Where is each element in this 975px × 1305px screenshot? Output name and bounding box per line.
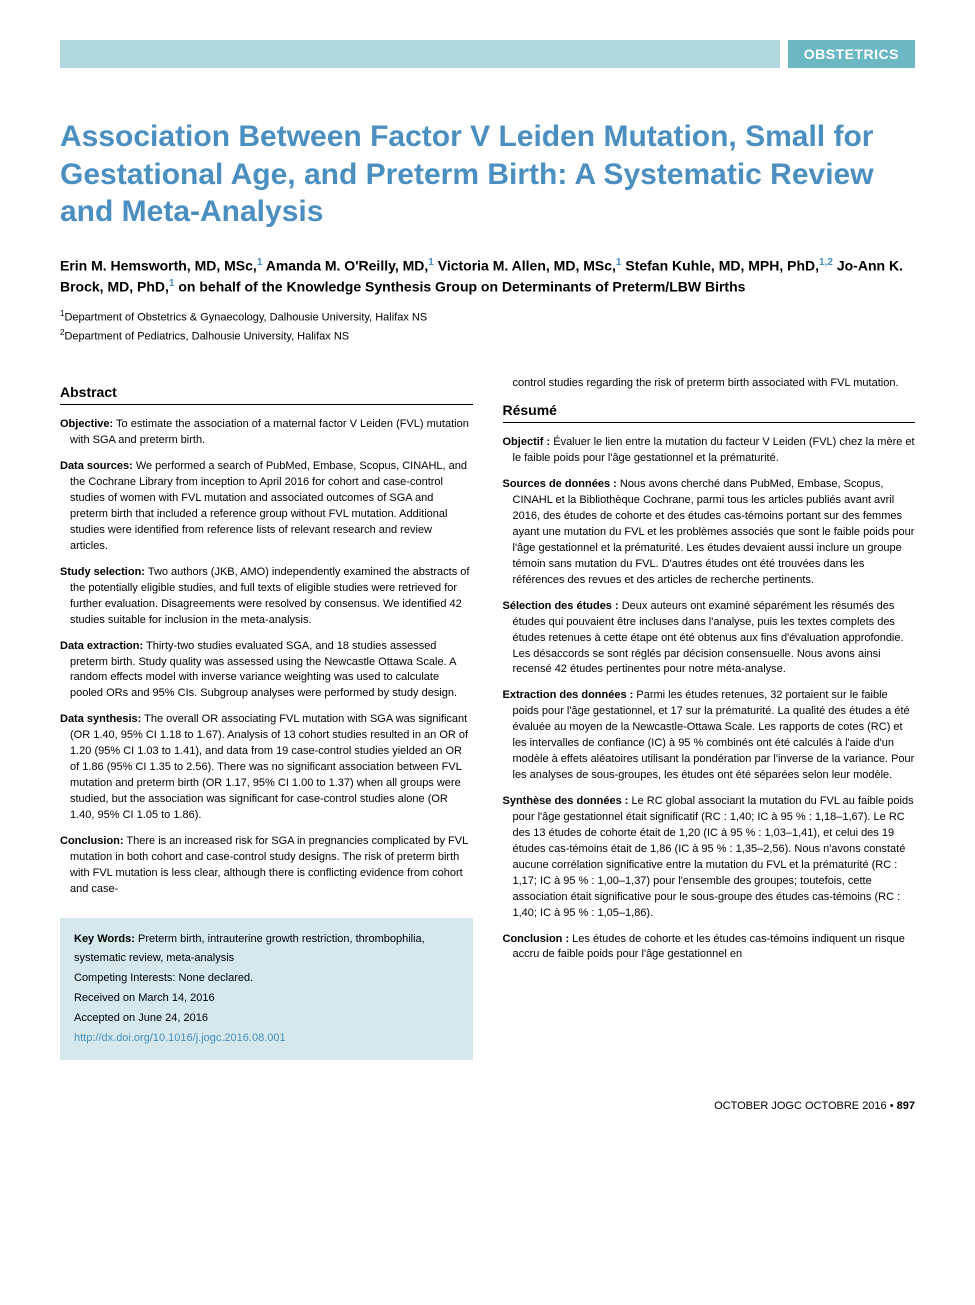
- abstract-heading: Abstract: [60, 384, 473, 405]
- authors-list: Erin M. Hemsworth, MD, MSc,1 Amanda M. O…: [60, 255, 915, 298]
- keywords-line: Key Words: Preterm birth, intrauterine g…: [74, 930, 459, 970]
- resume-item: Conclusion : Les études de cohorte et le…: [503, 932, 916, 964]
- footer-text: OCTOBER JOGC OCTOBRE 2016 •: [714, 1100, 897, 1112]
- abstract-item: Study selection: Two authors (JKB, AMO) …: [60, 565, 473, 629]
- page-number: 897: [897, 1100, 915, 1112]
- resume-body: Objectif : Évaluer le lien entre la muta…: [503, 435, 916, 963]
- abstract-continuation: control studies regarding the risk of pr…: [503, 376, 916, 392]
- resume-item: Synthèse des données : Le RC global asso…: [503, 794, 916, 922]
- resume-item-text: Nous avons cherché dans PubMed, Embase, …: [513, 478, 915, 586]
- affiliations: 1Department of Obstetrics & Gynaecology,…: [60, 308, 915, 347]
- left-column: Abstract Objective: To estimate the asso…: [60, 376, 473, 1060]
- abstract-item-label: Data synthesis:: [60, 713, 141, 725]
- two-column-layout: Abstract Objective: To estimate the asso…: [60, 376, 915, 1060]
- resume-item: Extraction des données : Parmi les étude…: [503, 688, 916, 784]
- resume-item-label: Objectif :: [503, 436, 551, 448]
- abstract-item-text: To estimate the association of a materna…: [70, 418, 469, 446]
- accepted-date: Accepted on June 24, 2016: [74, 1009, 459, 1029]
- resume-item-label: Sources de données :: [503, 478, 617, 490]
- resume-item: Sources de données : Nous avons cherché …: [503, 477, 916, 589]
- resume-item: Sélection des études : Deux auteurs ont …: [503, 599, 916, 679]
- right-column: control studies regarding the risk of pr…: [503, 376, 916, 1060]
- doi-link[interactable]: http://dx.doi.org/10.1016/j.jogc.2016.08…: [74, 1032, 286, 1044]
- resume-item-label: Synthèse des données :: [503, 795, 629, 807]
- abstract-item: Data extraction: Thirty-two studies eval…: [60, 639, 473, 703]
- abstract-item-label: Objective:: [60, 418, 113, 430]
- resume-item-label: Sélection des études :: [503, 600, 619, 612]
- abstract-item: Data sources: We performed a search of P…: [60, 459, 473, 555]
- affiliation-line: 1Department of Obstetrics & Gynaecology,…: [60, 308, 915, 327]
- header-bar: OBSTETRICS: [60, 40, 915, 68]
- abstract-item-text: There is an increased risk for SGA in pr…: [70, 835, 468, 895]
- abstract-item-label: Data extraction:: [60, 640, 143, 652]
- abstract-item: Objective: To estimate the association o…: [60, 417, 473, 449]
- page-footer: OCTOBER JOGC OCTOBRE 2016 • 897: [60, 1090, 915, 1112]
- affiliation-line: 2Department of Pediatrics, Dalhousie Uni…: [60, 327, 915, 346]
- keywords-label: Key Words:: [74, 933, 135, 945]
- abstract-item-label: Data sources:: [60, 460, 133, 472]
- resume-item-text: Parmi les études retenues, 32 portaient …: [513, 689, 915, 781]
- abstract-body: Objective: To estimate the association o…: [60, 417, 473, 897]
- received-date: Received on March 14, 2016: [74, 989, 459, 1009]
- resume-item-label: Conclusion :: [503, 933, 570, 945]
- resume-item-text: Les études de cohorte et les études cas-…: [513, 933, 905, 961]
- abstract-item: Data synthesis: The overall OR associati…: [60, 712, 473, 824]
- resume-item-text: Évaluer le lien entre la mutation du fac…: [513, 436, 915, 464]
- resume-heading: Résumé: [503, 402, 916, 423]
- abstract-item-text: The overall OR associating FVL mutation …: [70, 713, 468, 821]
- resume-item: Objectif : Évaluer le lien entre la muta…: [503, 435, 916, 467]
- header-spacer: [60, 40, 780, 68]
- abstract-item-text: We performed a search of PubMed, Embase,…: [70, 460, 467, 552]
- category-badge: OBSTETRICS: [788, 40, 915, 68]
- resume-item-label: Extraction des données :: [503, 689, 634, 701]
- abstract-item-label: Conclusion:: [60, 835, 124, 847]
- resume-item-text: Le RC global associant la mutation du FV…: [513, 795, 914, 919]
- header-gap: [780, 40, 788, 68]
- competing-interests: Competing Interests: None declared.: [74, 969, 459, 989]
- info-box: Key Words: Preterm birth, intrauterine g…: [60, 918, 473, 1061]
- article-title: Association Between Factor V Leiden Muta…: [60, 118, 915, 231]
- abstract-item-label: Study selection:: [60, 566, 145, 578]
- abstract-item: Conclusion: There is an increased risk f…: [60, 834, 473, 898]
